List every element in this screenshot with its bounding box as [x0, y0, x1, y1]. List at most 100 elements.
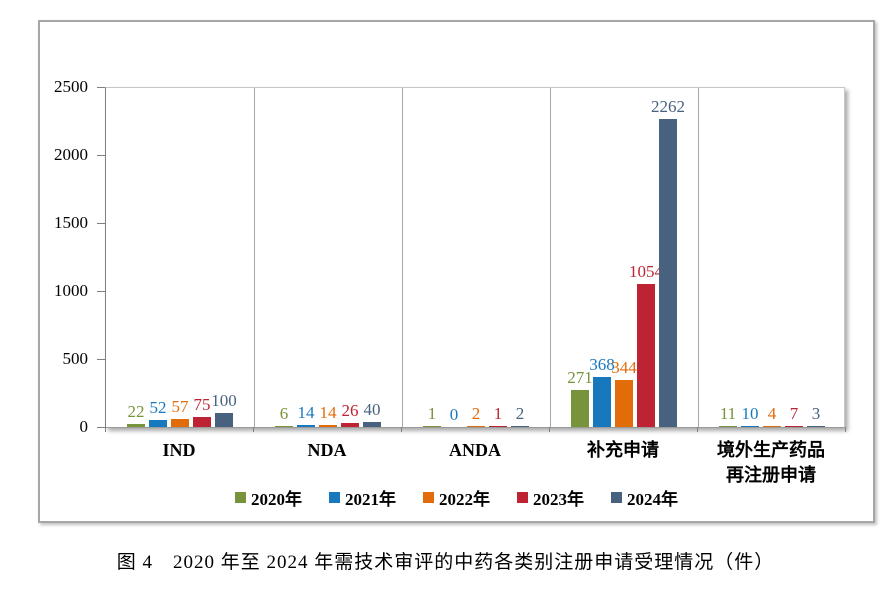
bar-2022年-ANDA — [467, 426, 485, 427]
bar-2024年-境外生产药品再注册申请 — [807, 426, 825, 427]
bar-2022年-NDA — [319, 425, 337, 427]
data-label: 2 — [471, 404, 481, 423]
bar-2024年-IND — [215, 413, 233, 427]
data-label: 1054 — [629, 261, 663, 281]
data-label: 10 — [741, 403, 759, 423]
data-label: 100 — [211, 391, 237, 411]
bar-2020年-ANDA — [423, 426, 441, 427]
legend-label: 2021年 — [345, 489, 396, 509]
legend-swatch-icon — [517, 491, 528, 503]
data-label: 1 — [427, 404, 437, 423]
data-label: 26 — [341, 401, 359, 421]
legend-label: 2022年 — [439, 489, 490, 509]
x-tick-mark — [401, 427, 402, 432]
y-tick-label: 1500 — [54, 213, 88, 232]
category-label-2: NDA — [253, 438, 401, 463]
data-label: 22 — [127, 402, 145, 422]
data-label: 271 — [567, 368, 593, 388]
category-label-line: NDA — [307, 440, 347, 460]
category-label-3: ANDA — [401, 438, 549, 463]
x-tick-mark — [549, 427, 550, 432]
legend-label: 2020年 — [251, 489, 302, 509]
y-tick-mark — [97, 223, 105, 224]
category-cell-5: 11 10 4 7 3 — [698, 88, 846, 427]
data-label: 11 — [719, 403, 737, 423]
legend-label: 2023年 — [533, 489, 584, 509]
bar-2021年-NDA — [297, 425, 315, 427]
figure-caption: 图 4 2020 年至 2024 年需技术审评的中药各类别注册申请受理情况（件） — [116, 552, 775, 573]
bar-2022年-境外生产药品再注册申请 — [763, 426, 781, 427]
x-tick-mark — [845, 427, 846, 432]
data-label: 14 — [319, 403, 337, 423]
legend-item-2020年: 2020年 — [235, 485, 302, 510]
category-cell-2: 6 14 14 26 40 — [254, 88, 403, 427]
data-label: 344 — [611, 358, 637, 378]
legend-swatch-icon — [329, 491, 340, 503]
x-tick-mark — [253, 427, 254, 432]
bar-2021年-补充申请 — [593, 376, 611, 427]
chart-container: 0 500 1000 1500 2000 2500 22 52 57 75 100 6 14 14 26 4… — [38, 20, 875, 523]
y-tick-mark — [97, 87, 105, 88]
category-label-line: 补充申请 — [587, 440, 659, 460]
legend-swatch-icon — [611, 491, 622, 503]
data-label: 3 — [811, 404, 821, 423]
data-label: 368 — [589, 354, 615, 374]
data-label: 1 — [493, 404, 503, 423]
data-label: 14 — [297, 403, 315, 423]
y-tick-label: 0 — [79, 417, 89, 436]
bar-2022年-IND — [171, 419, 189, 427]
bar-2020年-NDA — [275, 426, 293, 427]
bar-2020年-境外生产药品再注册申请 — [719, 425, 737, 427]
category-cell-4: 271 368 344 1054 2262 — [550, 88, 699, 427]
category-label-4: 补充申请 — [549, 438, 697, 463]
bar-2023年-NDA — [341, 423, 359, 427]
legend-label: 2024年 — [627, 489, 678, 509]
category-label-1: IND — [105, 438, 253, 463]
category-label-line: 再注册申请 — [726, 464, 816, 485]
bar-2020年-补充申请 — [571, 390, 589, 427]
y-tick-label: 1000 — [54, 281, 88, 300]
bar-2023年-IND — [193, 416, 211, 427]
data-label: 57 — [171, 397, 189, 417]
data-label: 7 — [789, 404, 799, 423]
bar-2023年-ANDA — [489, 426, 507, 427]
bar-2024年-ANDA — [511, 426, 529, 427]
category-label-5: 境外生产药品 再注册申请 — [697, 438, 845, 488]
y-tick-mark — [97, 359, 105, 360]
bar-2024年-补充申请 — [659, 119, 677, 427]
bar-2022年-补充申请 — [615, 380, 633, 427]
bar-2020年-IND — [127, 424, 145, 427]
data-label: 2262 — [651, 97, 685, 117]
data-label: 40 — [363, 399, 381, 419]
y-tick-mark — [97, 291, 105, 292]
y-tick-label: 2000 — [54, 145, 88, 164]
category-label-line: ANDA — [449, 440, 501, 460]
y-tick-mark — [97, 155, 105, 156]
data-label: 4 — [767, 404, 777, 423]
data-label: 0 — [449, 405, 459, 424]
bar-2023年-境外生产药品再注册申请 — [785, 426, 803, 427]
x-tick-mark — [697, 427, 698, 432]
data-label: 52 — [149, 397, 167, 417]
legend: 2020年 2021年 2022年 2023年 2024年 — [40, 485, 873, 509]
bar-2021年-IND — [149, 419, 167, 427]
category-label-line: 境外生产药品 — [717, 440, 825, 460]
legend-swatch-icon — [423, 491, 434, 503]
legend-item-2021年: 2021年 — [329, 485, 396, 510]
y-tick-label: 2500 — [54, 77, 88, 96]
y-tick-label: 500 — [62, 349, 89, 368]
x-tick-mark — [105, 427, 106, 432]
legend-item-2022年: 2022年 — [423, 485, 490, 510]
data-label: 6 — [279, 404, 289, 423]
data-label: 75 — [193, 394, 211, 414]
bar-2024年-NDA — [363, 421, 381, 427]
category-cell-1: 22 52 57 75 100 — [106, 88, 255, 427]
bar-2021年-境外生产药品再注册申请 — [741, 425, 759, 427]
category-label-line: IND — [162, 440, 196, 460]
plot-area: 22 52 57 75 100 6 14 14 26 40 1 0 2 1 2 271 368 344 1054 22… — [105, 87, 845, 428]
legend-item-2023年: 2023年 — [517, 485, 584, 510]
legend-item-2024年: 2024年 — [611, 485, 678, 510]
data-label: 2 — [515, 404, 525, 423]
